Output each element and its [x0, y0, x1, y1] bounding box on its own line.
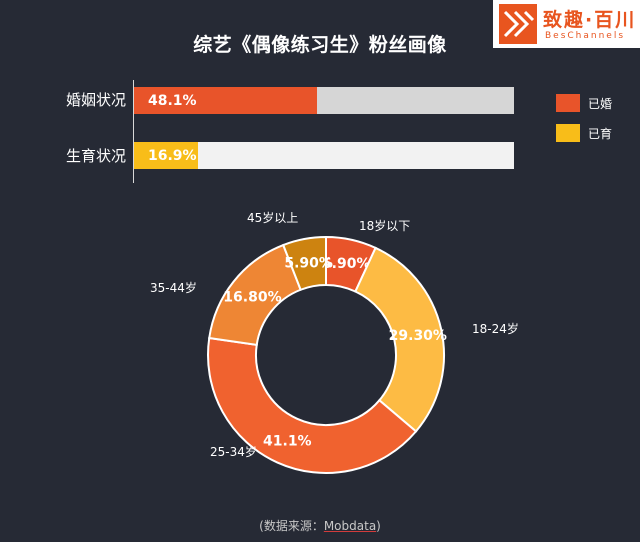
donut-category-label: 25-34岁: [210, 444, 257, 459]
legend-swatch-married: [556, 94, 580, 112]
legend-swatch-parent: [556, 124, 580, 142]
source-prefix: (数据来源：: [259, 519, 324, 533]
source-name: Mobdata: [323, 519, 377, 533]
bar-axis-line: [133, 80, 134, 183]
bar-category-label: 生育状况: [65, 147, 126, 165]
legend-label-married: 已婚: [588, 97, 613, 111]
bar-parent: 16.9%: [134, 142, 199, 169]
bar-track-marriage: 48.1%: [134, 87, 514, 114]
donut-value-label: 41.1%: [263, 434, 312, 450]
brand-logo: 致趣·百川 BesChannels: [493, 0, 640, 48]
donut-category-label: 18岁以下: [359, 218, 410, 233]
donut-category-label: 45岁以上: [247, 210, 298, 225]
donut-value-label: 6.90%: [322, 256, 371, 272]
donut-category-label: 18-24岁: [472, 321, 519, 336]
donut-slice: [207, 336, 418, 474]
source-suffix: ): [376, 519, 381, 533]
bar-track-parenthood: 16.9%: [134, 142, 514, 169]
donut-value-label: 29.30%: [389, 328, 447, 344]
brand-logo-english: BesChannels: [545, 31, 626, 41]
legend-label-parent: 已育: [588, 127, 613, 141]
donut-slice: [281, 235, 327, 292]
chart-title: 综艺《偶像练习生》粉丝画像: [193, 34, 447, 56]
bar-married: 48.1%: [134, 87, 317, 114]
brand-logo-name: 致趣·百川: [543, 9, 637, 31]
brand-logo-icon: [499, 4, 537, 44]
data-source-note: (数据来源：Mobdata): [0, 517, 640, 534]
donut-value-label: 5.90%: [284, 256, 333, 272]
donut-slice: [354, 246, 445, 433]
bar-value-label: 16.9%: [148, 147, 197, 164]
donut-value-label: 16.80%: [223, 289, 281, 305]
bar-value-label: 48.1%: [148, 92, 197, 109]
bar-category-label: 婚姻状况: [65, 91, 126, 109]
donut-category-label: 35-44岁: [150, 280, 197, 295]
